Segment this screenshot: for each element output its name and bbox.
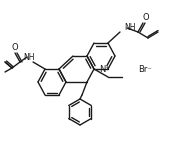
Text: N⁺: N⁺	[99, 64, 110, 74]
Text: NH: NH	[124, 24, 135, 33]
Text: O: O	[12, 44, 18, 52]
Text: Br⁻: Br⁻	[138, 64, 152, 74]
Text: NH: NH	[23, 54, 35, 63]
Text: O: O	[143, 14, 149, 22]
